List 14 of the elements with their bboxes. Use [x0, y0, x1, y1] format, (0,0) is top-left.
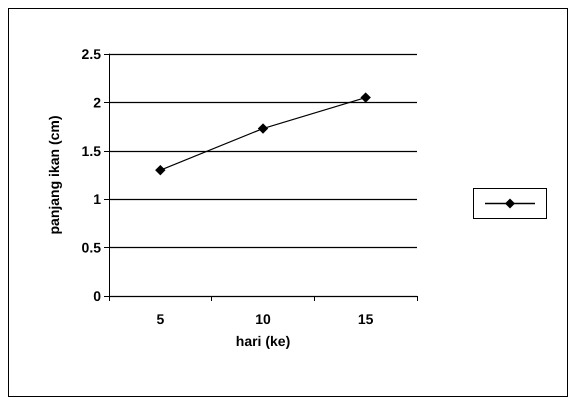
y-tick-label: 0.5 — [82, 240, 102, 256]
x-tick-label: 15 — [358, 311, 374, 327]
x-axis-title: hari (ke) — [236, 333, 290, 349]
y-tick-label: 2.5 — [82, 46, 102, 62]
y-axis-title: panjang ikan (cm) — [46, 115, 62, 235]
y-tick-label: 0 — [93, 288, 102, 304]
y-tick-label: 1 — [93, 191, 102, 208]
point — [360, 92, 371, 103]
x-tick-label: 10 — [255, 311, 271, 327]
point — [155, 165, 166, 176]
y-tick-label: 1.5 — [82, 142, 102, 159]
y-tick-label: 2 — [93, 94, 102, 110]
point — [258, 124, 268, 134]
x-tick-label: 5 — [156, 311, 164, 327]
